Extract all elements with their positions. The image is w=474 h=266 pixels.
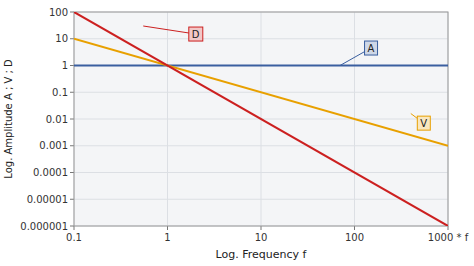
series-group (74, 12, 448, 226)
x-tick (74, 226, 75, 230)
y-grid-line (74, 199, 448, 200)
y-axis-label: Log. Amplitude A ; V ; D (3, 59, 14, 179)
y-tick (70, 199, 74, 200)
x-tick-label: 0.1 (66, 232, 82, 243)
y-tick (70, 145, 74, 146)
y-grid-line (74, 145, 448, 146)
y-tick-label: 0.00001 (27, 194, 68, 205)
y-tick (70, 92, 74, 93)
annotation-box-fill (189, 27, 203, 41)
annotation-text: A (368, 43, 375, 54)
x-tick-label: 1 (164, 232, 170, 243)
y-tick (70, 38, 74, 39)
y-grid-line (74, 65, 448, 66)
x-tick (167, 226, 168, 230)
y-tick-label: 0.001 (39, 140, 68, 151)
x-tick-label: 1000 * f (428, 232, 469, 243)
y-tick-label: 0.0001 (33, 167, 68, 178)
annotation-box (189, 27, 203, 41)
y-tick-label: 0.01 (46, 114, 68, 125)
y-grid-line (74, 38, 448, 39)
y-tick (70, 119, 74, 120)
x-tick (354, 226, 355, 230)
annotation-box-fill (417, 116, 430, 130)
x-tick (448, 226, 449, 230)
axes: 0.1 1 10 100 1000 * f 0.000001 0.00001 0.0001 0.… (20, 7, 468, 244)
x-tick (261, 226, 262, 230)
plot-area (74, 12, 448, 226)
annotation-text: D (192, 29, 200, 40)
plot-frame (74, 12, 448, 226)
x-tick-label: 100 (345, 232, 364, 243)
series-line (74, 39, 448, 146)
x-axis-label: Log. Frequency f (216, 248, 308, 261)
annotation: D (143, 26, 203, 41)
annotation-box-fill (365, 41, 378, 55)
grid (74, 12, 448, 226)
y-grid-line (74, 172, 448, 173)
annotation: A (340, 41, 378, 65)
x-tick-label: 10 (255, 232, 268, 243)
y-tick (70, 65, 74, 66)
annotation-connector (143, 26, 195, 34)
y-tick-label: 10 (55, 33, 68, 44)
annotation: V (411, 114, 431, 131)
series-line (74, 65, 448, 67)
annotation-box (417, 116, 430, 130)
y-tick-label: 0.000001 (20, 221, 68, 232)
annotation-box (365, 41, 378, 55)
y-tick-label: 0.1 (52, 87, 68, 98)
y-tick (70, 172, 74, 173)
annotations: D A V (143, 26, 430, 130)
y-tick-label: 1 (62, 60, 68, 71)
series-line (74, 12, 448, 226)
y-tick (70, 226, 74, 227)
annotation-text: V (420, 118, 427, 129)
y-tick-label: 100 (49, 7, 68, 18)
y-tick (70, 12, 74, 13)
chart: 0.1 1 10 100 1000 * f 0.000001 0.00001 0.0001 0.… (0, 0, 474, 266)
